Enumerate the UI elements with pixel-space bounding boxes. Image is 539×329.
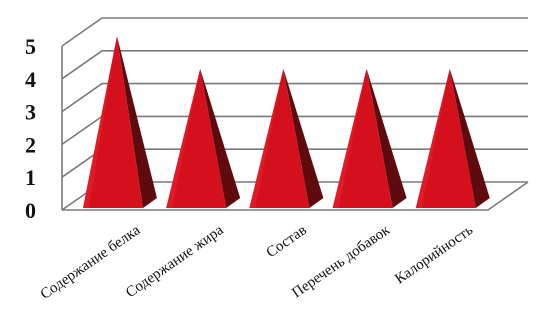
- bar-highlight-4: [415, 68, 450, 208]
- bar-front-2: [249, 68, 310, 208]
- y-tick-label-5: 5: [25, 34, 36, 59]
- bar-highlight-2: [249, 68, 284, 208]
- bar-side-4: [449, 68, 490, 208]
- bar-front-3: [332, 68, 393, 208]
- floor-edge: [62, 181, 529, 211]
- gridline-3: [61, 82, 528, 113]
- bar-highlight-3: [332, 68, 367, 208]
- y-tick-label-1: 1: [25, 165, 36, 190]
- bar-side-3: [366, 68, 407, 208]
- y-axis: 0 1 2 3 4 5: [25, 34, 36, 223]
- bar-highlight-1: [166, 68, 201, 208]
- y-tick-label-0: 0: [25, 198, 36, 223]
- bar-side-0: [116, 36, 157, 208]
- bar-2: [249, 68, 324, 208]
- bar-0: [82, 36, 157, 208]
- gridline-4: [61, 49, 528, 80]
- y-tick-label-4: 4: [25, 67, 36, 92]
- bar-side-2: [283, 68, 324, 208]
- bar-front-4: [415, 68, 476, 208]
- y-tick-label-3: 3: [25, 100, 36, 125]
- bar-3: [332, 68, 407, 208]
- bar-front-1: [166, 68, 227, 208]
- y-tick-label-2: 2: [25, 132, 36, 157]
- x-tick-label-4: Калорийность: [392, 222, 476, 287]
- bar-side-1: [200, 68, 241, 208]
- bar-1: [166, 68, 241, 208]
- chart-bars: [82, 36, 490, 208]
- bar-front-0: [82, 36, 143, 208]
- x-tick-label-2: Состав: [264, 222, 310, 261]
- bar-highlight-0: [82, 36, 117, 208]
- bar-4: [415, 68, 490, 208]
- gridline-5: [61, 17, 528, 47]
